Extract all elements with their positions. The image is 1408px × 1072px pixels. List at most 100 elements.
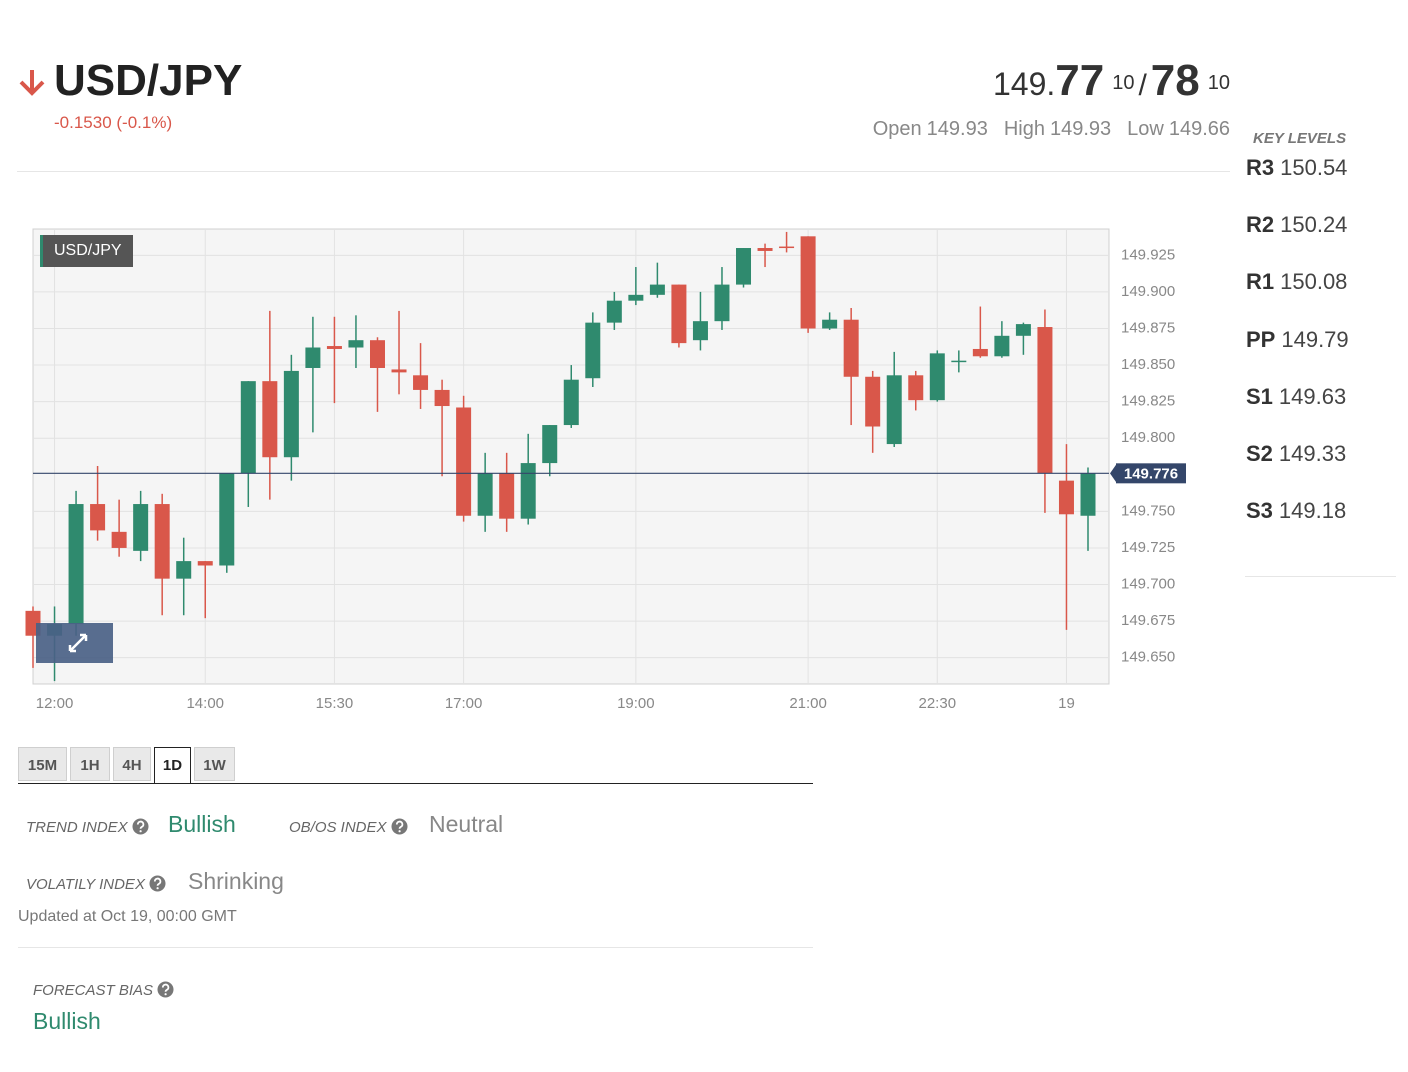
candle-body: [606, 300, 622, 323]
x-tick-label: 15:30: [316, 695, 354, 712]
stat: Open 149.93: [873, 118, 988, 140]
stat-value: 149.93: [926, 118, 988, 140]
candle-body: [133, 504, 149, 551]
key-level-label: S3: [1246, 498, 1273, 524]
candle-body: [843, 319, 859, 377]
tab[interactable]: 1W: [194, 747, 235, 781]
divider: [18, 947, 813, 948]
y-tick-label: 149.900: [1121, 283, 1175, 300]
key-level: S3 149.18: [1246, 498, 1346, 524]
forecast-bias: FORECAST BIAS: [33, 981, 174, 1000]
candle-body: [671, 284, 687, 344]
candle-body: [757, 248, 773, 251]
volatility-value: Shrinking: [188, 868, 284, 894]
x-tick-label: 19:00: [617, 695, 655, 712]
candle-body: [348, 340, 364, 348]
candle-body: [176, 561, 192, 579]
help-icon[interactable]: [157, 981, 174, 998]
tab[interactable]: 1H: [70, 747, 110, 781]
x-tick-label: 22:30: [919, 695, 957, 712]
candle-body: [951, 360, 967, 363]
key-level-value: 149.79: [1281, 326, 1349, 352]
plot-area: [32, 228, 1110, 685]
label: FORECAST BIAS: [33, 982, 154, 999]
separator: /: [1138, 69, 1147, 102]
obos-index: OB/OS INDEX: [289, 818, 408, 837]
key-level-value: 149.63: [1278, 383, 1347, 409]
candle-body: [369, 340, 385, 368]
last-price-label: 149.776: [1124, 465, 1178, 482]
tab[interactable]: 15M: [18, 747, 67, 781]
divider: [17, 171, 1230, 172]
updated: Updated at Oct 19, 00:00 GMT: [18, 908, 237, 925]
symbol-badge-label: USD/JPY: [54, 242, 122, 259]
expand-button[interactable]: [36, 623, 113, 663]
key-level-value: 150.24: [1280, 212, 1348, 238]
candle-body: [154, 504, 170, 579]
y-tick-label: 149.675: [1121, 612, 1175, 629]
key-level-value: 149.33: [1278, 441, 1347, 466]
key-level: S2 149.33: [1246, 441, 1346, 467]
candle-body: [520, 463, 536, 519]
candle-body: [886, 375, 902, 445]
candle-body: [434, 389, 450, 407]
candle-body: [197, 561, 213, 566]
label: VOLATILY INDEX: [26, 876, 145, 893]
stat: Low 149.66: [1127, 118, 1230, 140]
candle-body: [499, 473, 515, 519]
candle-body: [1015, 324, 1031, 336]
candle-body: [1037, 327, 1053, 474]
candle-body: [262, 381, 278, 458]
candle-body: [219, 473, 235, 566]
key-level-label: R2: [1246, 212, 1275, 238]
y-tick-label: 149.875: [1121, 319, 1175, 336]
y-tick-label: 149.925: [1121, 246, 1175, 263]
stat-label: Open: [872, 118, 922, 140]
candle-body: [563, 379, 579, 426]
candle-body: [822, 319, 838, 329]
candle-body: [1080, 473, 1096, 516]
volatility-index: VOLATILY INDEX: [26, 875, 166, 894]
candle-body: [628, 294, 644, 301]
symbol-badge-edge: [40, 235, 43, 267]
stats: Open 149.93 High 149.93 Low 149.66: [873, 118, 1230, 141]
tab-line: [18, 783, 813, 784]
candle-body: [477, 473, 493, 516]
candle-body: [111, 531, 127, 548]
stat-value: 149.93: [1049, 118, 1112, 140]
candle-body: [585, 322, 601, 379]
candle-body: [283, 370, 299, 458]
x-tick-label: 14:00: [186, 695, 224, 712]
last-price-box: [1116, 463, 1186, 484]
candle-body: [908, 375, 924, 401]
x-tick-label: 17:00: [445, 695, 483, 712]
tab-active[interactable]: 1D: [154, 747, 191, 784]
key-level-value: 150.54: [1280, 155, 1348, 180]
candle-body: [779, 246, 795, 249]
bid-prefix: 149.: [992, 66, 1056, 102]
y-tick-label: 149.800: [1121, 429, 1175, 446]
candle-body: [800, 236, 816, 329]
symbol: USD/JPY: [54, 56, 243, 105]
key-level: R1 150.08: [1246, 269, 1347, 295]
candle-body: [736, 248, 752, 285]
help-icon[interactable]: [149, 875, 166, 892]
key-level: S1 149.63: [1246, 384, 1346, 410]
candle-body: [413, 375, 429, 390]
help-icon[interactable]: [132, 818, 149, 835]
key-level-label: R1: [1246, 269, 1275, 295]
help-icon[interactable]: [391, 818, 408, 835]
divider: [1245, 576, 1396, 577]
candle-body: [542, 425, 558, 464]
trend-value: Bullish: [168, 811, 236, 837]
price: 149.77 10/78 10: [993, 56, 1230, 106]
key-level-label: S1: [1246, 383, 1273, 409]
last-price-pointer: [1110, 463, 1117, 484]
key-level: PP 149.79: [1246, 327, 1349, 353]
y-tick-label: 149.850: [1121, 356, 1175, 373]
stat-label: Low: [1127, 118, 1164, 140]
label: OB/OS INDEX: [289, 819, 387, 836]
tab[interactable]: 4H: [113, 747, 151, 781]
change: -0.1530 (-0.1%): [54, 113, 173, 132]
